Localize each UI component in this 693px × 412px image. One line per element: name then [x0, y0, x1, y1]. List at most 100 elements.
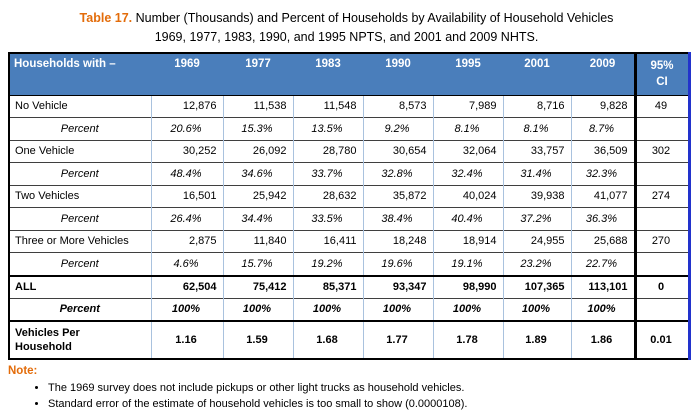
cell-value: 1.59: [222, 319, 293, 360]
header-label: Households with –: [9, 52, 151, 96]
cell-value: 4.6%: [150, 251, 223, 276]
cell-value: 85,371: [292, 274, 363, 299]
row-label: Percent: [9, 251, 151, 276]
cell-value: 34.6%: [222, 161, 293, 186]
row-label: Percent: [9, 161, 151, 186]
cell-value: 9.2%: [362, 116, 433, 141]
row-no-vehicle-percent: Percent 20.6% 15.3% 13.5% 9.2% 8.1% 8.1%…: [9, 116, 689, 141]
cell-ci: 302: [633, 139, 689, 163]
header-year-1969: 1969: [150, 52, 223, 96]
row-all: ALL 62,504 75,412 85,371 93,347 98,990 1…: [9, 274, 689, 299]
cell-value: 33,757: [502, 139, 571, 163]
cell-value: 9,828: [570, 94, 635, 118]
cell-value: 8,573: [362, 94, 433, 118]
row-no-vehicle: No Vehicle 12,876 11,538 11,548 8,573 7,…: [9, 94, 689, 118]
note-item: Standard error of the estimate of househ…: [48, 398, 693, 410]
cell-value: 33.7%: [292, 161, 363, 186]
row-label: Three or More Vehicles: [9, 229, 151, 253]
cell-value: 38.4%: [362, 206, 433, 231]
cell-value: 36,509: [570, 139, 635, 163]
cell-value: 1.89: [502, 319, 571, 360]
cell-value: 2,875: [150, 229, 223, 253]
cell-value: 36.3%: [570, 206, 635, 231]
header-year-1977: 1977: [222, 52, 293, 96]
note-label: Note:: [8, 365, 38, 378]
row-label: Vehicles Per Household: [9, 319, 151, 360]
header-year-2001: 2001: [502, 52, 571, 96]
cell-value: 37.2%: [502, 206, 571, 231]
cell-value: 1.77: [362, 319, 433, 360]
cell-value: 19.1%: [432, 251, 503, 276]
cell-value: 24,955: [502, 229, 571, 253]
row-label: No Vehicle: [9, 94, 151, 118]
cell-value: 48.4%: [150, 161, 223, 186]
cell-value: 40.4%: [432, 206, 503, 231]
cell-value: 7,989: [432, 94, 503, 118]
cell-value: 1.68: [292, 319, 363, 360]
cell-ci: 274: [633, 184, 689, 208]
cell-value: 20.6%: [150, 116, 223, 141]
cell-value: 26,092: [222, 139, 293, 163]
cell-value: 107,365: [502, 274, 571, 299]
row-label: Percent: [9, 206, 151, 231]
row-vehicles-per-household: Vehicles Per Household 1.16 1.59 1.68 1.…: [9, 319, 689, 360]
cell-value: 26.4%: [150, 206, 223, 231]
cell-value: 35,872: [362, 184, 433, 208]
row-label: Percent: [9, 116, 151, 141]
cell-value: 11,548: [292, 94, 363, 118]
cell-value: 8.1%: [502, 116, 571, 141]
cell-value: 100%: [292, 297, 363, 321]
households-vehicles-table: Households with – 1969 1977 1983 1990 19…: [8, 51, 691, 361]
cell-ci: 270: [633, 229, 689, 253]
table-title: Table 17. Number (Thousands) and Percent…: [0, 0, 693, 47]
row-three-or-more-percent: Percent 4.6% 15.7% 19.2% 19.6% 19.1% 23.…: [9, 251, 689, 276]
cell-value: 12,876: [150, 94, 223, 118]
row-three-or-more-vehicles: Three or More Vehicles 2,875 11,840 16,4…: [9, 229, 689, 253]
cell-value: 28,632: [292, 184, 363, 208]
cell-value: 100%: [150, 297, 223, 321]
cell-ci: 0: [633, 274, 689, 299]
cell-value: 11,840: [222, 229, 293, 253]
cell-value: 40,024: [432, 184, 503, 208]
cell-value: 100%: [222, 297, 293, 321]
cell-ci: [633, 251, 689, 276]
cell-value: 19.2%: [292, 251, 363, 276]
cell-value: 25,688: [570, 229, 635, 253]
title-line-1: Table 17. Number (Thousands) and Percent…: [0, 9, 693, 28]
cell-ci: [633, 161, 689, 186]
cell-value: 98,990: [432, 274, 503, 299]
cell-value: 8.7%: [570, 116, 635, 141]
header-row: Households with – 1969 1977 1983 1990 19…: [9, 52, 689, 96]
cell-value: 15.7%: [222, 251, 293, 276]
cell-ci: 0.01: [633, 319, 689, 360]
row-label: Percent: [9, 297, 151, 321]
cell-value: 33.5%: [292, 206, 363, 231]
row-label: ALL: [9, 274, 151, 299]
header-year-1995: 1995: [432, 52, 503, 96]
cell-value: 30,252: [150, 139, 223, 163]
row-label: One Vehicle: [9, 139, 151, 163]
cell-value: 11,538: [222, 94, 293, 118]
cell-value: 1.16: [150, 319, 223, 360]
cell-ci: [633, 206, 689, 231]
cell-value: 75,412: [222, 274, 293, 299]
row-one-vehicle: One Vehicle 30,252 26,092 28,780 30,654 …: [9, 139, 689, 163]
row-one-vehicle-percent: Percent 48.4% 34.6% 33.7% 32.8% 32.4% 31…: [9, 161, 689, 186]
row-two-vehicles-percent: Percent 26.4% 34.4% 33.5% 38.4% 40.4% 37…: [9, 206, 689, 231]
cell-value: 15.3%: [222, 116, 293, 141]
cell-ci: [633, 297, 689, 321]
cell-value: 113,101: [570, 274, 635, 299]
cell-value: 16,411: [292, 229, 363, 253]
row-all-percent: Percent 100% 100% 100% 100% 100% 100% 10…: [9, 297, 689, 321]
cell-value: 62,504: [150, 274, 223, 299]
cell-value: 100%: [362, 297, 433, 321]
cell-value: 100%: [432, 297, 503, 321]
cell-value: 1.86: [570, 319, 635, 360]
notes-list: The 1969 survey does not include pickups…: [0, 382, 693, 412]
note-item: The 1969 survey does not include pickups…: [48, 382, 693, 394]
cell-value: 1.78: [432, 319, 503, 360]
cell-ci: 49: [633, 94, 689, 118]
cell-value: 18,914: [432, 229, 503, 253]
cell-value: 93,347: [362, 274, 433, 299]
cell-value: 28,780: [292, 139, 363, 163]
